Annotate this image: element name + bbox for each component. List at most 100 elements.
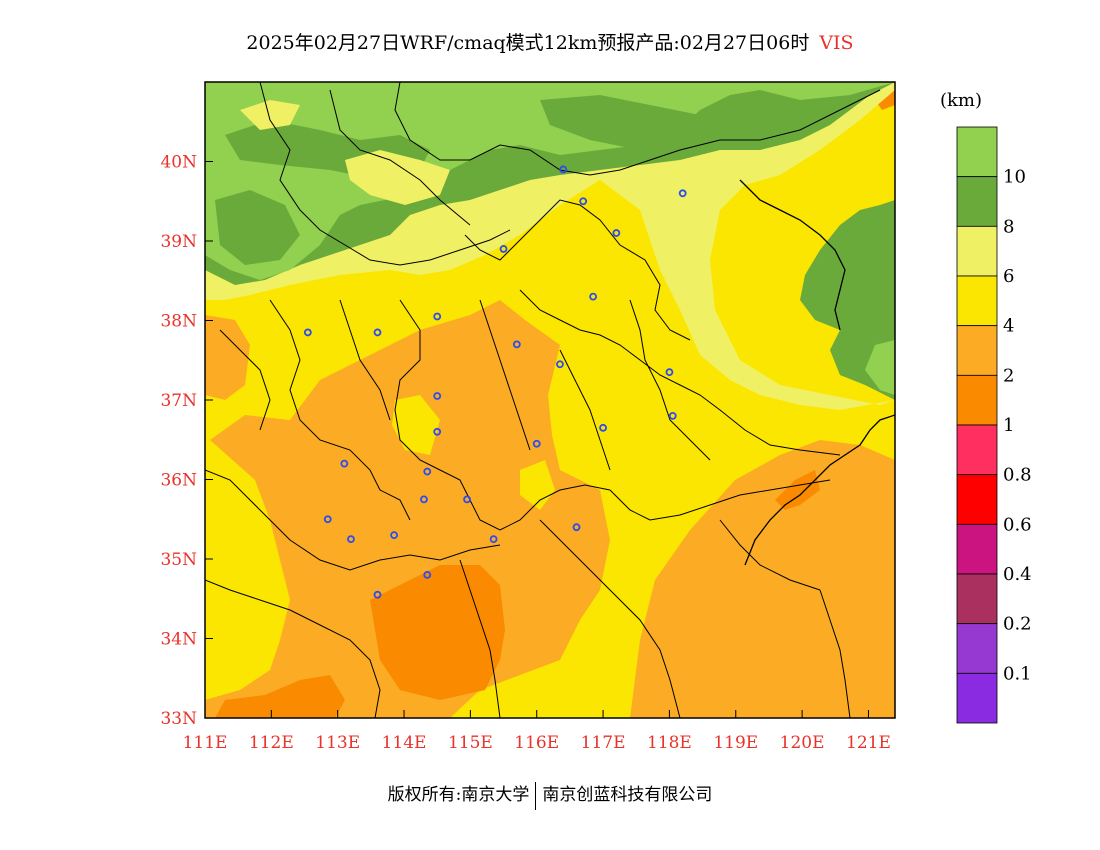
legend-label: 6	[1003, 266, 1014, 287]
city-marker	[559, 165, 568, 174]
x-tick-label: 113E	[315, 733, 360, 753]
y-tick-label: 40N	[160, 153, 197, 173]
vis-region-1-2-south	[370, 565, 505, 700]
city-marker	[420, 495, 428, 504]
boundary-line	[205, 469, 501, 571]
y-tick-label: 33N	[160, 709, 197, 729]
legend-label: 0.6	[1003, 514, 1032, 535]
boundary-line	[269, 299, 411, 521]
legend-swatch	[956, 176, 998, 227]
title-main: 2025年02月27日WRF/cmaq模式12km预报产品:02月27日06时	[246, 32, 810, 54]
vis-region-6-8-inlet	[240, 100, 300, 130]
vis-region-4-6-inlet	[392, 395, 440, 455]
vis-region-1-2-coast	[775, 470, 820, 510]
city-marker	[323, 515, 332, 524]
city-marker	[678, 189, 687, 198]
legend-unit: (km)	[940, 90, 983, 111]
boundary-line	[329, 89, 471, 226]
x-tick-label: 119E	[713, 733, 758, 753]
legend-label: 8	[1003, 216, 1014, 237]
city-marker	[433, 392, 442, 400]
legend-label: 0.8	[1003, 465, 1032, 486]
legend-label: 0.1	[1003, 663, 1032, 684]
footer-separator	[535, 781, 537, 810]
legend-colorbar: 10 8 6 4 2 1 0.8 0.6 0.4 0.2 0.1	[956, 126, 1032, 724]
city-marker	[303, 328, 312, 337]
legend-label: 4	[1003, 316, 1014, 337]
y-tick-label: 36N	[160, 471, 197, 491]
legend-swatch	[956, 623, 998, 674]
x-tick-label: 114E	[382, 733, 427, 753]
x-tick-label: 121E	[846, 733, 891, 753]
boundary-line	[719, 519, 821, 591]
y-tick-label: 37N	[160, 391, 197, 411]
vis-region-1-2-southwest	[215, 675, 345, 718]
vis-region-4-6-inlet	[215, 590, 275, 665]
city-markers	[303, 165, 687, 599]
boundary-line	[459, 559, 501, 718]
legend-swatch	[956, 126, 998, 178]
x-tick-label: 118E	[647, 733, 692, 753]
legend-swatch	[956, 523, 998, 575]
city-marker	[599, 423, 607, 432]
vis-region-6-8-north	[205, 82, 895, 718]
x-tick-label: 115E	[448, 733, 493, 753]
city-marker	[489, 535, 498, 544]
boundary-line	[464, 199, 691, 341]
city-marker	[665, 368, 674, 377]
vis-region-4-6-inlet	[520, 460, 555, 510]
x-tick-label: 117E	[581, 733, 626, 753]
legend-swatch	[956, 374, 998, 426]
y-tick-label: 35N	[160, 550, 197, 570]
vis-region-8-10-patch	[540, 95, 800, 150]
city-marker	[433, 312, 442, 321]
city-marker	[556, 360, 564, 369]
coastline	[739, 179, 846, 331]
boundary-line	[539, 519, 681, 718]
map-title: 2025年02月27日WRF/cmaq模式12km预报产品:02月27日06时 V…	[0, 28, 1100, 55]
city-marker	[373, 328, 382, 337]
city-marker	[512, 340, 521, 349]
boundary-line	[205, 579, 381, 718]
legend-label: 10	[1003, 167, 1026, 188]
city-marker	[579, 197, 588, 206]
boundary-line	[609, 479, 831, 521]
city-marker	[499, 245, 508, 253]
legend-label: 1	[1003, 415, 1014, 436]
coastline	[744, 414, 895, 566]
boundary-line	[479, 299, 531, 451]
city-marker	[532, 439, 541, 448]
x-tick-label: 116E	[514, 733, 559, 753]
vis-region-6-8-inlet	[345, 150, 450, 205]
vis-region-2-4-central	[205, 300, 610, 718]
boundary-line	[819, 589, 851, 718]
footer-right: 南京创蓝科技有限公司	[542, 785, 713, 805]
city-marker	[390, 531, 398, 540]
legend-swatch	[956, 573, 998, 625]
legend-swatch	[956, 225, 998, 277]
footer-copyright: 版权所有:南京大学 南京创蓝科技有限公司	[0, 780, 1100, 810]
admin-boundaries	[205, 82, 895, 718]
boundary-line	[219, 329, 271, 431]
city-marker	[423, 467, 432, 476]
city-marker	[373, 590, 382, 599]
vis-region-2-4-east	[630, 440, 895, 718]
vis-region-gt10-east	[865, 340, 895, 395]
legend-swatch	[956, 672, 998, 724]
vis-region-gt10-north	[205, 82, 895, 280]
legend-swatch	[956, 325, 998, 376]
legend-swatch	[956, 474, 998, 525]
city-marker	[463, 495, 471, 504]
city-marker	[347, 535, 355, 544]
city-marker	[423, 571, 432, 579]
legend-label: 2	[1003, 365, 1014, 386]
city-marker	[668, 411, 677, 420]
city-marker	[589, 292, 598, 301]
y-tick-label: 34N	[160, 630, 197, 650]
vis-region-8-10-east	[800, 200, 895, 400]
boundary-line	[259, 82, 511, 266]
legend-label: 0.2	[1003, 614, 1032, 635]
x-tick-label: 111E	[183, 733, 228, 753]
boundary-line	[559, 349, 611, 471]
legend-swatch	[956, 424, 998, 476]
